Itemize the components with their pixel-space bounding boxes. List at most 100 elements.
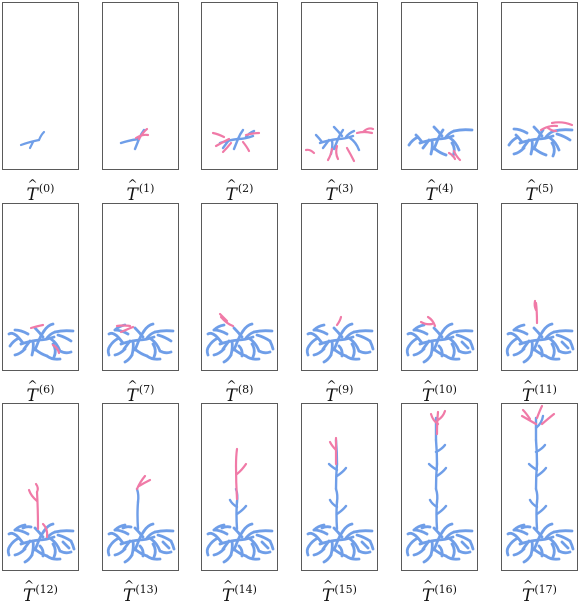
- existing-branch: [421, 138, 431, 150]
- existing-branch: [533, 147, 548, 157]
- caption-step: (10): [434, 383, 457, 396]
- tree-drawing: [507, 121, 574, 158]
- existing-branch: [250, 342, 256, 359]
- caption-symbol: T: [322, 572, 333, 609]
- existing-branch: [108, 336, 121, 348]
- existing-branch: [13, 523, 27, 532]
- existing-branch: [137, 535, 156, 542]
- tree-drawing: [505, 404, 575, 564]
- existing-branch: [142, 522, 155, 533]
- new-branch: [436, 409, 447, 422]
- existing-branch: [336, 335, 355, 342]
- existing-branch: [255, 533, 272, 543]
- new-branch: [361, 127, 375, 134]
- new-branch: [535, 404, 544, 420]
- tree-drawing: [211, 128, 261, 154]
- caption-step: (0): [38, 182, 55, 195]
- existing-branch: [56, 333, 73, 343]
- existing-branch: [532, 526, 544, 539]
- existing-branch: [528, 498, 539, 509]
- existing-branch: [548, 136, 561, 152]
- existing-branch: [348, 136, 361, 152]
- caption-step: (16): [434, 583, 457, 596]
- tree-drawing: [7, 322, 75, 361]
- existing-branch: [123, 553, 134, 564]
- existing-branch: [332, 125, 344, 138]
- existing-branch: [434, 443, 447, 454]
- existing-branch: [212, 528, 229, 536]
- existing-branch: [344, 354, 361, 361]
- existing-branch: [58, 349, 73, 355]
- existing-branch: [33, 526, 45, 539]
- existing-branch: [332, 326, 344, 339]
- new-branch: [218, 312, 229, 323]
- panel-caption: T(1): [102, 171, 179, 205]
- existing-branch: [156, 333, 173, 343]
- existing-branch: [207, 536, 220, 548]
- existing-branch: [534, 414, 545, 430]
- existing-branch: [169, 539, 176, 551]
- panel-caption: T(10): [401, 372, 478, 406]
- new-branch: [29, 323, 45, 330]
- panel-caption: T(14): [201, 572, 278, 606]
- existing-branch: [429, 539, 434, 557]
- existing-branch: [106, 344, 112, 357]
- existing-branch: [429, 339, 434, 357]
- existing-branch: [38, 544, 45, 558]
- caption-symbol: T: [422, 572, 433, 609]
- existing-branch: [158, 549, 173, 555]
- existing-branch: [158, 349, 173, 355]
- existing-branch: [61, 540, 71, 550]
- caption-symbol: T: [522, 372, 533, 409]
- existing-branch: [348, 337, 361, 353]
- existing-branch: [555, 132, 572, 142]
- existing-branch: [537, 344, 544, 358]
- existing-branch: [329, 539, 334, 557]
- existing-branch: [206, 531, 218, 538]
- existing-branch: [505, 344, 511, 357]
- tree-drawing: [19, 130, 46, 150]
- existing-branch: [151, 342, 157, 359]
- existing-branch: [113, 347, 127, 357]
- existing-branch: [429, 138, 434, 156]
- new-branch: [355, 130, 374, 135]
- existing-branch: [550, 542, 556, 559]
- existing-branch: [436, 535, 455, 542]
- existing-branch: [222, 553, 233, 564]
- existing-branch: [450, 141, 456, 158]
- existing-branch: [537, 544, 544, 558]
- existing-branch: [522, 353, 533, 364]
- existing-branch: [51, 542, 57, 559]
- existing-branch: [412, 528, 429, 536]
- panel-caption: T(12): [2, 572, 79, 606]
- existing-branch: [156, 533, 173, 543]
- existing-branch: [136, 500, 140, 531]
- existing-branch: [357, 549, 372, 555]
- existing-branch: [427, 462, 439, 472]
- existing-branch: [512, 528, 529, 536]
- tree-panel-11: [501, 203, 578, 371]
- existing-branch: [448, 337, 461, 353]
- existing-branch: [344, 554, 361, 561]
- new-branch: [219, 315, 235, 328]
- existing-branch: [307, 336, 320, 348]
- existing-branch: [436, 134, 455, 141]
- existing-branch: [113, 528, 130, 536]
- existing-branch: [368, 539, 375, 551]
- caption-step: (11): [534, 383, 557, 396]
- existing-branch: [236, 335, 255, 342]
- existing-branch: [312, 523, 326, 532]
- new-branch: [429, 412, 440, 426]
- existing-branch: [161, 540, 171, 550]
- existing-branch: [42, 522, 55, 533]
- existing-branch: [355, 533, 372, 543]
- caption-step: (15): [334, 583, 357, 596]
- existing-branch: [305, 544, 311, 557]
- caption-step: (6): [38, 383, 55, 396]
- existing-branch: [336, 134, 355, 141]
- existing-branch: [37, 535, 56, 542]
- existing-branch: [450, 542, 456, 559]
- existing-branch: [255, 333, 272, 343]
- tree-panel-0: [2, 2, 79, 170]
- existing-branch: [532, 326, 544, 339]
